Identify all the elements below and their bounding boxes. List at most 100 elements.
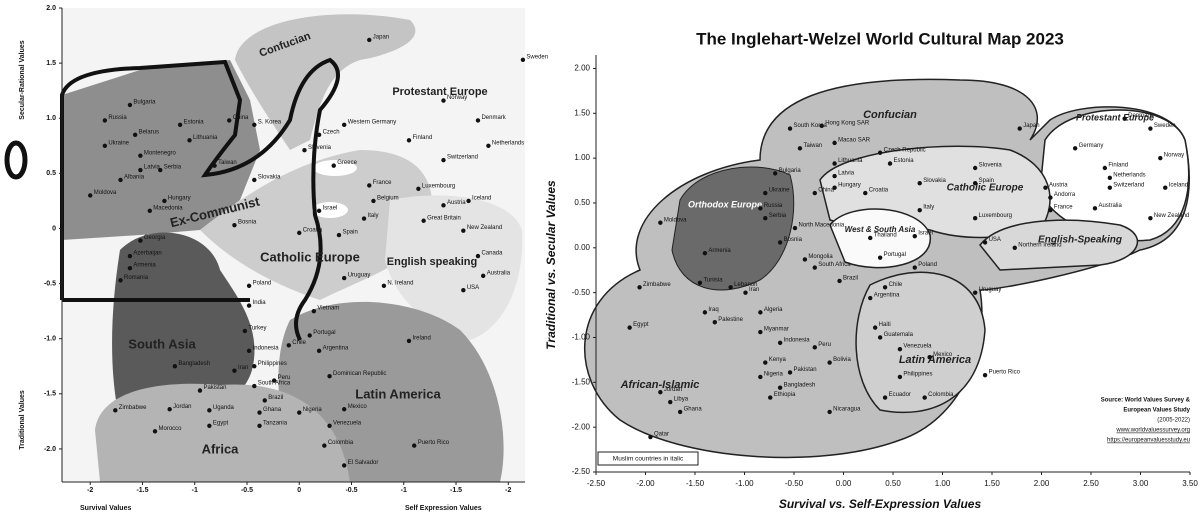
- region-label: African-Islamic: [620, 379, 700, 391]
- point: [227, 118, 232, 123]
- point-label: Serbia: [164, 165, 182, 171]
- region: [829, 208, 931, 269]
- region: [312, 202, 348, 218]
- point-label: Mexico: [933, 352, 953, 358]
- point: [777, 240, 783, 245]
- point: [697, 280, 703, 285]
- point: [868, 235, 873, 241]
- y-axis-label: Traditional Values: [19, 390, 26, 450]
- point: [787, 126, 793, 131]
- point: [252, 177, 257, 183]
- point-label: Georgia: [144, 235, 166, 241]
- point-label: South Africa: [818, 262, 851, 268]
- y-axis-label: Traditional vs. Secular Values: [544, 180, 558, 350]
- x-tick-label: 2.00: [1034, 479, 1050, 488]
- point-label: Germany: [1079, 143, 1104, 149]
- region: [979, 219, 1139, 271]
- point-label: China: [233, 115, 249, 121]
- x-tick-label: -1.5: [136, 487, 148, 494]
- point-label: Albania: [124, 175, 145, 181]
- x-tick-label: 0: [297, 487, 301, 494]
- point: [702, 310, 708, 315]
- point-label: Northern Ireland: [1018, 242, 1061, 248]
- point-label: Bangladesh: [784, 382, 816, 388]
- y-tick-label: -2.00: [572, 422, 591, 431]
- point-label: Libya: [674, 397, 689, 403]
- point-label: France: [373, 180, 392, 186]
- point-label: Nigeria: [303, 407, 323, 413]
- point-label: China: [818, 188, 834, 194]
- point: [252, 122, 257, 128]
- region-label: Protestant Europe: [1076, 112, 1154, 122]
- point: [792, 225, 798, 231]
- point: [877, 150, 883, 155]
- point: [1017, 126, 1022, 131]
- point-label: Venezuela: [333, 420, 362, 426]
- point: [763, 360, 768, 365]
- point: [416, 186, 421, 191]
- point: [972, 290, 978, 295]
- right-regions: [583, 78, 1190, 466]
- chart-title: The Inglehart-Welzel World Cultural Map …: [696, 29, 1064, 48]
- point: [1107, 175, 1113, 181]
- point-label: Moldova: [664, 217, 687, 223]
- point: [421, 218, 426, 223]
- x-tick-label: -0.5: [241, 487, 253, 494]
- point: [1148, 216, 1153, 221]
- point-label: Kenya: [769, 357, 787, 363]
- point-label: Jordan: [173, 404, 191, 410]
- point: [768, 395, 773, 400]
- point-label: Bosnia: [784, 237, 803, 243]
- point-label: Austria: [447, 200, 466, 206]
- point: [367, 37, 372, 43]
- point: [1072, 146, 1078, 151]
- region: [313, 160, 357, 176]
- x-tick-label: -1.50: [686, 479, 705, 488]
- point: [113, 408, 118, 413]
- region-label: Catholic Europe: [947, 183, 1024, 194]
- region: [112, 232, 255, 416]
- point-label: Croatia: [869, 188, 889, 194]
- point: [302, 148, 307, 153]
- point-label: Ghana: [263, 407, 282, 413]
- point-label: Italy: [368, 213, 379, 219]
- point-label: Indonesia: [253, 345, 280, 351]
- point: [138, 238, 143, 243]
- marker-ring: [4, 140, 28, 180]
- point-label: Sweden: [526, 54, 548, 60]
- point: [917, 181, 922, 186]
- point: [832, 161, 837, 166]
- point-label: Brazil: [268, 395, 283, 401]
- x-tick-label: 0.00: [836, 479, 852, 488]
- point-label: Nicaragua: [833, 406, 861, 412]
- point: [486, 143, 491, 148]
- point: [832, 140, 837, 146]
- ex-communist-outline: [60, 57, 340, 341]
- point-label: Switzerland: [1113, 182, 1144, 188]
- region: [235, 14, 416, 150]
- y-tick-label: 0: [52, 225, 56, 232]
- point: [743, 290, 748, 295]
- point-label: Norway: [447, 95, 467, 101]
- x-tick-label: -1: [192, 487, 198, 494]
- point-label: Myanmar: [764, 327, 789, 333]
- point-label: Poland: [918, 262, 937, 268]
- point: [758, 329, 763, 335]
- point: [475, 118, 481, 123]
- point-label: Belgium: [377, 195, 399, 201]
- point-label: Nigeria: [764, 372, 784, 378]
- point-label: Lithuania: [838, 158, 863, 164]
- point-label: Spain: [979, 178, 994, 184]
- point: [158, 167, 163, 173]
- point-label: Western Germany: [348, 119, 397, 125]
- point: [712, 320, 717, 325]
- point: [187, 138, 192, 143]
- point-label: Azerbaijan: [133, 251, 161, 257]
- point: [461, 228, 466, 233]
- point: [897, 374, 903, 380]
- x-tick-label: -2: [87, 487, 93, 494]
- point-label: Ethiopia: [774, 392, 796, 398]
- region-label: Catholic Europe: [260, 249, 360, 264]
- y-tick-label: -0.50: [572, 288, 591, 297]
- point: [480, 273, 486, 279]
